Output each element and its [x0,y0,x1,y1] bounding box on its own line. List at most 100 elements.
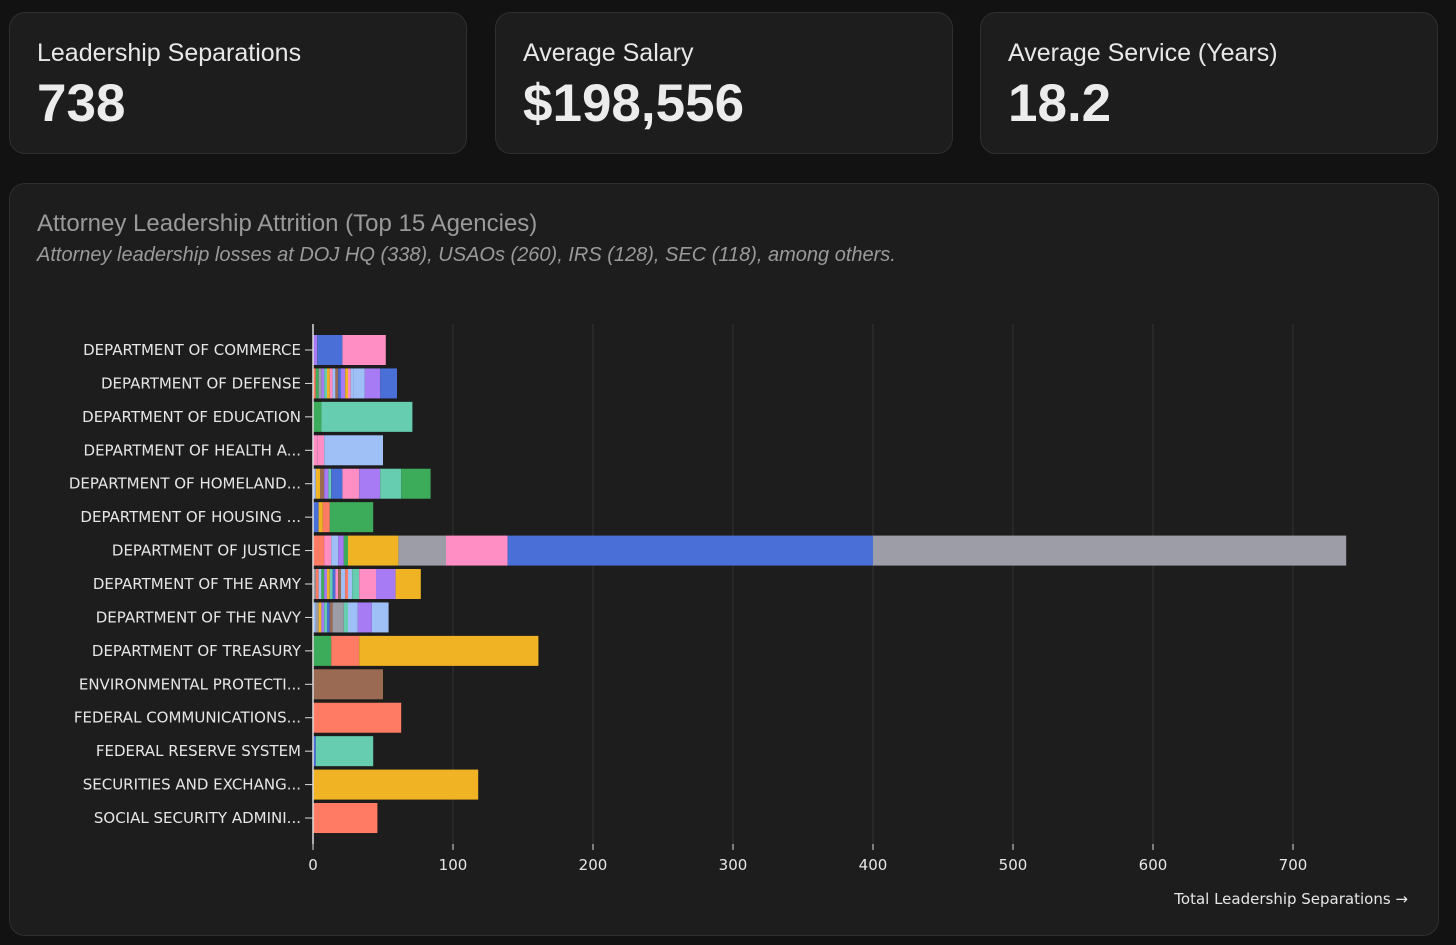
bar-segment [313,736,316,767]
bar-segment [313,468,316,499]
bar-segment [315,569,319,600]
attrition-bar-chart: 0 100 200 300 400 500 600 700 DEPARTMENT OF COMM… [69,324,1408,908]
x-axis-label: Total Leadership Separations → [1173,890,1408,908]
bar-segment [313,702,402,733]
y-category-label: DEPARTMENT OF HEALTH A... [84,441,301,459]
bar-segment [359,468,381,499]
kpi-row: Leadership Separations 738 Average Salar… [9,12,1439,156]
bar-segment [359,569,376,600]
bar-segment [350,368,354,399]
bar-segment [322,502,330,533]
y-category-label: SOCIAL SECURITY ADMINI... [94,809,301,827]
bar-segment [331,535,339,566]
bar-segment [313,803,378,834]
bar-segment [315,368,319,399]
y-category-label: DEPARTMENT OF THE ARMY [93,575,302,593]
kpi-value: 738 [37,74,126,133]
bar-segment [343,602,348,633]
y-category-label: DEPARTMENT OF HOMELAND... [69,475,301,493]
y-category-label: ENVIRONMENTAL PROTECTI... [79,675,301,693]
bar-segment [348,368,351,399]
x-tick-label: 0 [308,856,318,874]
bar-segment [507,535,873,566]
bar-segment [313,769,479,800]
bar-segment [357,602,372,633]
bar-segment [313,335,318,365]
y-category-label: DEPARTMENT OF HOUSING ... [80,508,301,526]
chart-card: Attorney Leadership Attrition (Top 15 Ag… [9,183,1439,936]
bar-segment [348,401,413,432]
bar-segment [313,602,316,633]
kpi-card-average-service: Average Service (Years) 18.2 [980,12,1438,154]
bar-segment [313,535,325,566]
bar-segment [352,569,360,600]
bar-segment [401,468,431,499]
bar-segment [329,502,374,533]
x-tick-label: 200 [579,856,608,874]
bar-segment [359,635,539,666]
bar-segment [327,569,330,600]
y-category-label: DEPARTMENT OF THE NAVY [96,608,302,626]
y-category-label: DEPARTMENT OF JUSTICE [112,542,301,560]
bar-segment [327,368,330,399]
bar-segment [332,569,336,600]
bar-segment [341,368,346,399]
bar-segment [315,602,319,633]
bar-segment [318,502,323,533]
bar-segment [329,368,333,399]
bar-segment [313,435,318,466]
bar-segment [313,635,332,666]
kpi-label: Average Service (Years) [1008,39,1278,67]
bar-segment [320,468,325,499]
bar-segment [338,535,344,566]
bar-segment [873,535,1347,566]
bar-segment [348,535,362,566]
x-tick-label: 700 [1279,856,1308,874]
bar-segment [380,368,397,399]
bar-segment [331,468,343,499]
bar-segment [398,535,446,566]
y-category-label: FEDERAL RESERVE SYSTEM [96,742,301,760]
bar-segment [371,602,389,633]
bar-segment [327,602,330,633]
bar-segment [324,602,327,633]
chart-title: Attorney Leadership Attrition (Top 15 Ag… [37,210,538,237]
bar-segment [338,368,341,399]
bar-segment [332,368,336,399]
x-tick-label: 600 [1139,856,1168,874]
bar-segment [321,602,325,633]
bar-segment [321,569,325,600]
x-tick-label: 100 [439,856,468,874]
y-category-label: SECURITIES AND EXCHANG... [83,776,301,794]
bar-segment [313,401,322,432]
kpi-value: $198,556 [523,74,745,133]
bar-segment [353,368,365,399]
kpi-label: Average Salary [523,39,694,67]
chart-subtitle: Attorney leadership losses at DOJ HQ (33… [37,244,896,266]
bar-segment [335,368,339,399]
bar-segment [343,535,348,566]
bar-segment [313,669,383,700]
bar-segment [342,468,360,499]
bar-segment [318,569,322,600]
bar-segment [313,569,316,600]
kpi-card-average-salary: Average Salary $198,556 [495,12,953,154]
bar-segment [380,468,402,499]
bar-segment [335,569,339,600]
bar-segment [331,635,360,666]
bar-segment [324,535,332,566]
bar-segment [342,335,386,365]
bar-segment [324,468,329,499]
bar-segment [318,368,322,399]
bar-segment [364,368,381,399]
x-tick-label: 300 [719,856,748,874]
bar-segment [321,368,325,399]
x-tick-label: 400 [859,856,888,874]
y-category-label: DEPARTMENT OF TREASURY [92,642,302,660]
bar-segment [345,368,348,399]
bar-segment [317,335,343,365]
bar-segment [332,602,344,633]
x-tick-label: 500 [999,856,1028,874]
bar-segment [324,368,327,399]
bar-segment [313,368,316,399]
